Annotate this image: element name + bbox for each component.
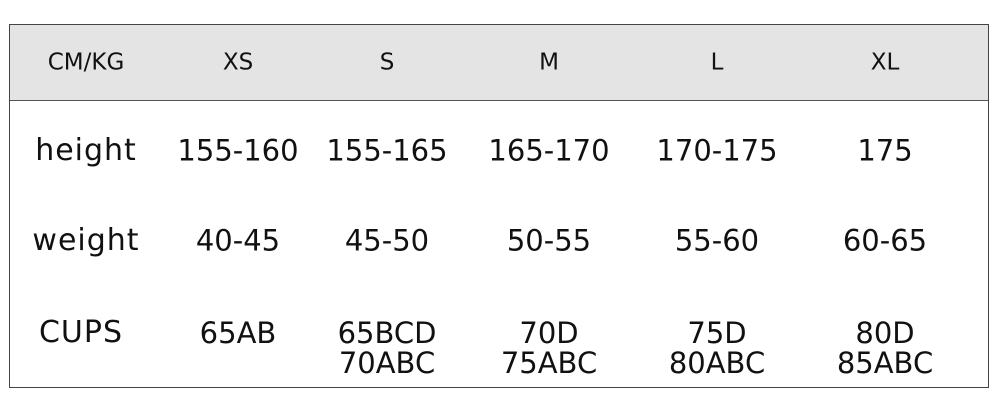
table-header bbox=[10, 25, 988, 101]
table-cell: 170-175 bbox=[656, 133, 778, 168]
row-label: height bbox=[35, 133, 137, 168]
size-chart-table: CM/KG XS S M L XL height 155-160 155-165 165-170 1… bbox=[9, 24, 989, 388]
table-cell: 80ABC bbox=[668, 346, 766, 380]
table-cell: 50-55 bbox=[506, 223, 592, 258]
table-cell: 55-60 bbox=[674, 223, 760, 258]
table-cell: 60-65 bbox=[842, 223, 928, 258]
header-cell: CM/KG bbox=[47, 49, 125, 76]
header-cell: XL bbox=[870, 49, 900, 76]
table-cell: 70ABC bbox=[338, 346, 436, 380]
row-label: weight bbox=[32, 223, 140, 258]
table-cell: 155-160 bbox=[177, 133, 299, 168]
header-cell: XS bbox=[222, 49, 254, 76]
table-cell: 40-45 bbox=[195, 223, 281, 258]
table-cell: 45-50 bbox=[344, 223, 430, 258]
table-cell: 75ABC bbox=[500, 346, 598, 380]
table-cell: 175 bbox=[857, 133, 913, 168]
table-cell: 70D bbox=[519, 316, 579, 350]
header-cell: S bbox=[379, 49, 395, 76]
table-cell: 85ABC bbox=[836, 346, 934, 380]
row-label: CUPS bbox=[38, 315, 124, 350]
header-cell: M bbox=[539, 49, 559, 76]
table-cell: 80D bbox=[855, 316, 915, 350]
table-cell: 65BCD bbox=[337, 316, 437, 350]
table-cell: 65AB bbox=[199, 316, 277, 350]
header-cell: L bbox=[710, 49, 724, 76]
table-cell: 155-165 bbox=[326, 133, 448, 168]
table-cell: 75D bbox=[687, 316, 747, 350]
table-cell: 165-170 bbox=[488, 133, 610, 168]
